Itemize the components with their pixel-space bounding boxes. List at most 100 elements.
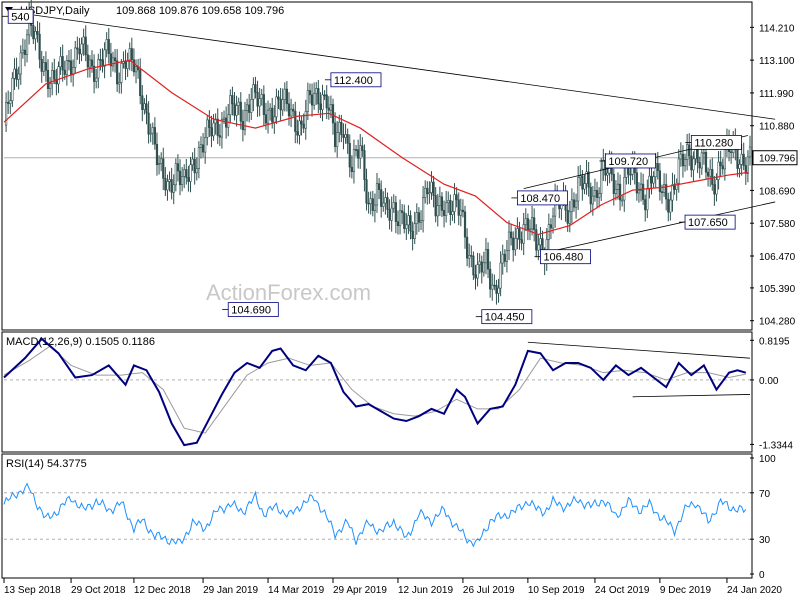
candle-body: [669, 199, 672, 213]
candle-body: [65, 60, 68, 75]
rsi-axis: 100 70 30 0: [750, 454, 776, 581]
candle-body: [723, 148, 726, 170]
candle-body: [648, 175, 651, 190]
candle-body: [602, 159, 605, 170]
candle-body: [296, 131, 299, 136]
candle-body: [474, 274, 477, 279]
price-annotation-label: 107.650: [688, 217, 728, 229]
candle-body: [97, 59, 100, 79]
candle-body: [686, 144, 689, 160]
candle-body: [637, 190, 641, 194]
candle-body: [671, 184, 674, 201]
macd-tick-label: 0.00: [759, 376, 779, 387]
candle-body: [442, 210, 446, 216]
candle-body: [141, 95, 144, 110]
candle-body: [574, 200, 578, 208]
candle-body: [409, 215, 412, 232]
candle-body: [593, 190, 597, 197]
candle-body: [472, 255, 475, 276]
candle-body: [503, 253, 506, 262]
candle-body: [220, 119, 224, 138]
x-tick-label: 29 Jan 2019: [203, 585, 258, 596]
candle-body: [432, 181, 435, 196]
candle-body: [273, 116, 276, 123]
candle-body: [736, 148, 739, 169]
candle-body: [51, 70, 54, 85]
price-tick-label: 104.280: [759, 317, 796, 328]
candle-body: [706, 171, 710, 177]
candle-body: [384, 197, 387, 204]
candle-body: [279, 98, 282, 111]
candle-body: [183, 169, 186, 177]
candle-body: [520, 239, 523, 244]
candle-body: [572, 199, 576, 208]
candle-body: [342, 134, 345, 138]
candle-body: [7, 101, 10, 104]
candle-body: [36, 31, 39, 35]
candle-body: [518, 228, 521, 240]
candle-body: [451, 211, 454, 215]
macd-lines: [3, 337, 751, 447]
candle-body: [34, 31, 37, 40]
candle-body: [482, 262, 485, 273]
candle-body: [629, 173, 632, 176]
candle-body: [447, 200, 450, 204]
candle-body: [522, 224, 525, 244]
candle-body: [143, 103, 146, 110]
candle-body: [595, 190, 599, 198]
candle-body: [658, 170, 661, 192]
macd-tick-label: 0.8195: [759, 336, 790, 347]
candle-body: [539, 238, 542, 246]
candle-body: [386, 197, 389, 210]
candle-body: [533, 217, 536, 230]
candle-body: [323, 94, 326, 97]
candle-body: [262, 94, 265, 115]
candle-body: [346, 134, 349, 144]
candle-body: [178, 170, 182, 186]
candle-body: [319, 103, 322, 110]
candle-body: [457, 199, 460, 216]
moving-average-line: [3, 59, 748, 236]
candle-body: [49, 83, 52, 89]
candle-body: [95, 77, 98, 82]
price-tick-label: 111.990: [759, 89, 794, 100]
candle-body: [287, 103, 291, 117]
macd-trendline: [632, 394, 751, 398]
candle-body: [61, 56, 64, 71]
candle-body: [201, 144, 205, 153]
candle-body: [227, 114, 230, 128]
candle-body: [445, 202, 448, 216]
candle-body: [361, 145, 364, 151]
candle-body: [405, 224, 408, 229]
candle-body: [715, 179, 718, 195]
candle-body: [164, 178, 167, 191]
candle-body: [44, 62, 48, 71]
candle-body: [621, 199, 624, 202]
candle-body: [327, 107, 330, 111]
candle-body: [394, 202, 397, 223]
candle-body: [430, 181, 433, 193]
price-annotation-label: 540: [11, 11, 29, 23]
candle-body: [155, 143, 159, 166]
price-tick-label: 110.880: [759, 122, 795, 133]
macd-main-line: [3, 337, 747, 447]
candle-body: [530, 217, 534, 230]
candle-body: [46, 70, 50, 89]
candle-body: [153, 127, 156, 145]
candle-body: [17, 73, 20, 80]
candle-body: [181, 176, 184, 186]
candle-body: [237, 101, 240, 106]
chart-header-ohlc: 109.868 109.876 109.658 109.796: [116, 5, 284, 17]
candle-body: [440, 196, 444, 211]
candle-body: [587, 171, 590, 188]
price-annotation-label: 112.400: [334, 75, 373, 87]
candle-body: [90, 59, 94, 67]
candle-body: [120, 63, 123, 83]
candle-body: [74, 47, 77, 68]
candle-body: [166, 181, 169, 191]
candle-body: [233, 103, 236, 116]
candle-body: [40, 58, 43, 72]
rsi-lines: [3, 482, 750, 548]
x-tick-label: 9 Dec 2019: [660, 585, 712, 596]
